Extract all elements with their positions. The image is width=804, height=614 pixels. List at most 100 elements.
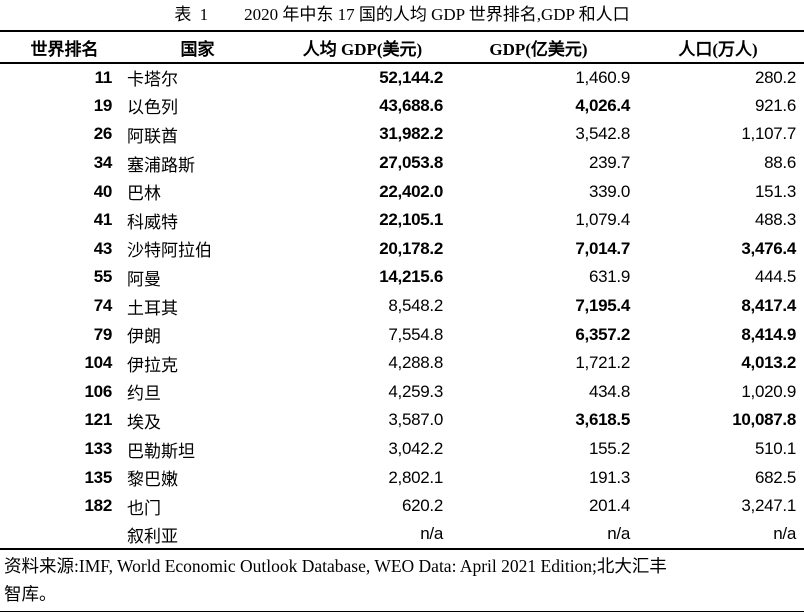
pcgdp-cell: 20,178.2 [379, 238, 443, 258]
pop-cell: 88.6 [764, 153, 796, 173]
country-cell: 也门 [127, 498, 161, 518]
table-row: 135 黎巴嫩 2,802.1 191.3 682.5 [0, 463, 804, 492]
col-header-gdp: GDP(亿美元) [445, 31, 632, 64]
pcgdp-cell: 27,053.8 [379, 153, 443, 173]
gdp-cell: 7,195.4 [575, 296, 630, 316]
country-cell: 塞浦路斯 [127, 155, 195, 175]
country-cell: 叙利亚 [127, 526, 178, 546]
country-cell: 阿曼 [127, 269, 161, 289]
col-header-country: 国家 [115, 31, 280, 64]
rank-cell: 34 [93, 153, 113, 173]
gdp-cell: 4,026.4 [575, 95, 630, 115]
country-cell: 埃及 [127, 412, 161, 432]
table-header: 世界排名 国家 人均 GDP(美元) GDP(亿美元) 人口(万人) [0, 31, 804, 64]
pop-cell: 3,247.1 [741, 496, 796, 516]
table-caption: 2020 年中东 17 国的人均 GDP 世界排名,GDP 和人口 [244, 5, 630, 24]
country-cell: 土耳其 [127, 298, 178, 318]
table-row: 34 塞浦路斯 27,053.8 239.7 88.6 [0, 149, 804, 178]
table-row: 41 科威特 22,105.1 1,079.4 488.3 [0, 206, 804, 235]
pop-cell: 921.6 [754, 95, 796, 115]
rank-cell: 40 [93, 181, 113, 201]
gdp-ranking-table: 世界排名 国家 人均 GDP(美元) GDP(亿美元) 人口(万人) 11 卡塔… [0, 30, 804, 551]
pop-cell: 151.3 [754, 181, 796, 201]
table-row: 55 阿曼 14,215.6 631.9 444.5 [0, 263, 804, 292]
gdp-cell: 239.7 [588, 153, 630, 173]
country-cell: 科威特 [127, 212, 178, 232]
rank-cell: 135 [84, 467, 113, 487]
rank-cell: 11 [94, 67, 113, 87]
pop-cell: n/a [773, 524, 796, 544]
pcgdp-cell: 43,688.6 [379, 95, 443, 115]
table-row: 40 巴林 22,402.0 339.0 151.3 [0, 177, 804, 206]
gdp-cell: 191.3 [588, 467, 630, 487]
table-row: 182 也门 620.2 201.4 3,247.1 [0, 492, 804, 521]
gdp-cell: 1,721.2 [575, 353, 630, 373]
rank-cell: 106 [84, 381, 113, 401]
country-cell: 黎巴嫩 [127, 470, 178, 490]
gdp-cell: 631.9 [588, 267, 630, 287]
pcgdp-cell: n/a [420, 524, 443, 544]
country-cell: 阿联酋 [127, 126, 178, 146]
rank-cell: 121 [84, 410, 113, 430]
rank-cell: 79 [93, 324, 113, 344]
pop-cell: 682.5 [754, 467, 796, 487]
gdp-cell: 6,357.2 [575, 324, 630, 344]
rank-cell: 182 [84, 496, 113, 516]
pcgdp-cell: 3,042.2 [388, 439, 443, 459]
pcgdp-cell: 4,259.3 [388, 381, 443, 401]
gdp-cell: 201.4 [588, 496, 630, 516]
pop-cell: 510.1 [754, 439, 796, 459]
country-cell: 伊拉克 [127, 355, 178, 375]
gdp-cell: 339.0 [588, 181, 630, 201]
pcgdp-cell: 3,587.0 [388, 410, 443, 430]
pcgdp-cell: 4,288.8 [388, 353, 443, 373]
country-cell: 伊朗 [127, 327, 161, 347]
pcgdp-cell: 14,215.6 [379, 267, 443, 287]
pop-cell: 1,020.9 [741, 381, 796, 401]
pcgdp-cell: 22,105.1 [379, 210, 443, 230]
rank-cell: 41 [93, 210, 113, 230]
rank-cell: 74 [93, 296, 113, 316]
pcgdp-cell: 8,548.2 [388, 296, 443, 316]
country-cell: 约旦 [127, 384, 161, 404]
gdp-cell: 1,079.4 [575, 210, 630, 230]
country-cell: 巴勒斯坦 [127, 441, 195, 461]
table-number-label: 表 1 [174, 5, 211, 24]
gdp-cell: 434.8 [588, 381, 630, 401]
table-title: 表 1 2020 年中东 17 国的人均 GDP 世界排名,GDP 和人口 [0, 0, 804, 30]
gdp-cell: 3,618.5 [575, 410, 630, 430]
pop-cell: 8,414.9 [741, 324, 796, 344]
col-header-population: 人口(万人) [632, 31, 804, 64]
country-cell: 巴林 [127, 184, 161, 204]
page-bottom-rule [0, 611, 804, 612]
table-row: 133 巴勒斯坦 3,042.2 155.2 510.1 [0, 435, 804, 464]
pcgdp-cell: 2,802.1 [388, 467, 443, 487]
pop-cell: 444.5 [754, 267, 796, 287]
gdp-cell: 3,542.8 [575, 124, 630, 144]
gdp-cell: 1,460.9 [575, 67, 630, 87]
pcgdp-cell: 620.2 [401, 496, 443, 516]
pcgdp-cell: 22,402.0 [379, 181, 443, 201]
pcgdp-cell: 31,982.2 [379, 124, 443, 144]
pop-cell: 488.3 [754, 210, 796, 230]
rank-cell: 133 [84, 439, 113, 459]
pop-cell: 280.2 [754, 67, 796, 87]
table-row: 121 埃及 3,587.0 3,618.5 10,087.8 [0, 406, 804, 435]
rank-cell: 43 [93, 238, 113, 258]
gdp-cell: n/a [607, 524, 630, 544]
gdp-cell: 7,014.7 [575, 238, 630, 258]
table-row: 74 土耳其 8,548.2 7,195.4 8,417.4 [0, 292, 804, 321]
country-cell: 沙特阿拉伯 [127, 241, 212, 261]
table-row: 43 沙特阿拉伯 20,178.2 7,014.7 3,476.4 [0, 235, 804, 264]
table-row: 叙利亚 n/a n/a n/a [0, 521, 804, 550]
source-line-2: 智库。 [4, 584, 57, 605]
pop-cell: 1,107.7 [741, 124, 796, 144]
col-header-pcgdp: 人均 GDP(美元) [280, 31, 445, 64]
header-row: 世界排名 国家 人均 GDP(美元) GDP(亿美元) 人口(万人) [0, 31, 804, 64]
pop-cell: 4,013.2 [741, 353, 796, 373]
country-cell: 以色列 [127, 98, 178, 118]
table-body: 11 卡塔尔 52,144.2 1,460.9 280.2 19 以色列 43,… [0, 63, 804, 549]
table-row: 79 伊朗 7,554.8 6,357.2 8,414.9 [0, 320, 804, 349]
table-row: 104 伊拉克 4,288.8 1,721.2 4,013.2 [0, 349, 804, 378]
